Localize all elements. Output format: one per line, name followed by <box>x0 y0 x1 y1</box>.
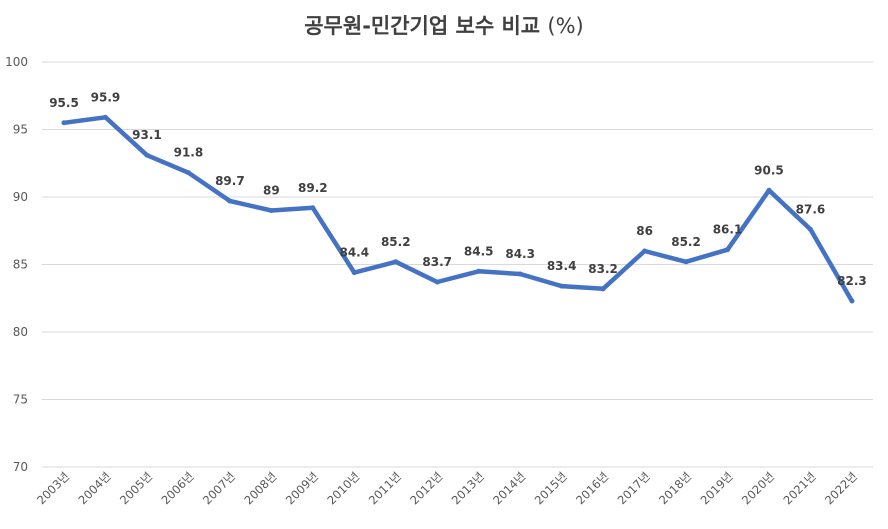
data-point <box>310 205 316 211</box>
data-point <box>517 271 523 277</box>
x-tick-label: 2013년 <box>449 469 487 507</box>
data-label: 86 <box>636 224 653 238</box>
x-tick-label: 2016년 <box>573 469 611 507</box>
data-label: 89.7 <box>215 174 245 188</box>
x-tick-label: 2018년 <box>656 469 694 507</box>
data-label: 83.2 <box>588 262 618 276</box>
data-label: 83.7 <box>422 255 452 269</box>
x-tick-label: 2015년 <box>532 469 570 507</box>
data-label: 89 <box>263 184 280 198</box>
data-point <box>102 114 108 120</box>
x-tick-label: 2020년 <box>739 469 777 507</box>
chart-title-text: 공무원-민간기업 보수 비교 <box>304 14 541 38</box>
x-tick-label: 2019년 <box>698 469 736 507</box>
data-point <box>559 283 565 289</box>
data-label: 86.1 <box>713 223 743 237</box>
data-point <box>766 187 772 193</box>
x-tick-label: 2009년 <box>283 469 321 507</box>
data-label: 87.6 <box>796 202 826 216</box>
x-tick-label: 2011년 <box>366 469 404 507</box>
data-label: 93.1 <box>132 128 162 142</box>
data-point <box>144 152 150 158</box>
data-label: 83.4 <box>547 259 577 273</box>
y-tick-label: 90 <box>13 190 28 204</box>
data-point <box>849 298 855 304</box>
x-tick-label: 2006년 <box>158 469 196 507</box>
series-line <box>61 115 855 304</box>
y-tick-label: 80 <box>13 325 28 339</box>
data-labels: 95.5 95.9 93.1 91.8 89.7 89 89.2 84.4 85.2 83.7 84… <box>49 90 867 304</box>
y-axis-ticks: 70 75 80 85 90 95 100 <box>5 55 28 474</box>
x-tick-label: 2022년 <box>822 469 860 507</box>
gridlines <box>42 61 873 468</box>
data-point <box>61 120 67 126</box>
y-tick-label: 85 <box>13 258 28 272</box>
data-point <box>268 208 274 213</box>
y-tick-label: 100 <box>5 55 28 69</box>
data-point <box>227 198 233 204</box>
data-label: 85.2 <box>381 235 411 249</box>
x-tick-label: 2010년 <box>324 469 362 507</box>
x-tick-label: 2012년 <box>407 469 445 507</box>
data-label: 84.5 <box>464 244 494 258</box>
y-tick-label: 75 <box>13 393 28 407</box>
x-tick-label: 2017년 <box>615 469 653 507</box>
data-label: 91.8 <box>174 146 204 160</box>
data-point <box>683 259 689 265</box>
data-point <box>725 247 731 253</box>
x-tick-label: 2008년 <box>241 469 279 507</box>
data-point <box>351 270 357 276</box>
chart-title-unit: (%) <box>547 14 584 38</box>
data-label: 84.4 <box>339 246 369 260</box>
data-label: 89.2 <box>298 181 328 195</box>
data-point <box>642 248 648 254</box>
data-label: 90.5 <box>754 163 784 177</box>
x-tick-label: 2005년 <box>117 469 155 507</box>
x-tick-label: 2021년 <box>780 469 818 507</box>
data-label: 95.5 <box>49 96 79 110</box>
x-axis-ticks: 2003년 2004년 2005년 2006년 2007년 2008년 2009년 2010년… <box>34 469 860 507</box>
data-label: 82.3 <box>837 274 867 288</box>
series-line-layer <box>61 115 855 304</box>
x-tick-label: 2007년 <box>200 469 238 507</box>
data-point <box>185 170 191 176</box>
x-tick-label: 2003년 <box>34 469 72 507</box>
data-point <box>476 268 482 274</box>
data-point <box>600 286 606 292</box>
data-point <box>393 259 399 265</box>
data-label: 85.2 <box>671 235 701 249</box>
data-point <box>807 226 813 232</box>
data-point <box>434 279 440 285</box>
x-tick-label: 2004년 <box>76 469 114 507</box>
y-tick-label: 70 <box>13 460 28 474</box>
data-label: 95.9 <box>91 90 121 104</box>
x-tick-label: 2014년 <box>490 469 528 507</box>
y-tick-label: 95 <box>13 123 28 137</box>
data-label: 84.3 <box>505 247 535 261</box>
chart-title: 공무원-민간기업 보수 비교 (%) <box>0 10 888 40</box>
